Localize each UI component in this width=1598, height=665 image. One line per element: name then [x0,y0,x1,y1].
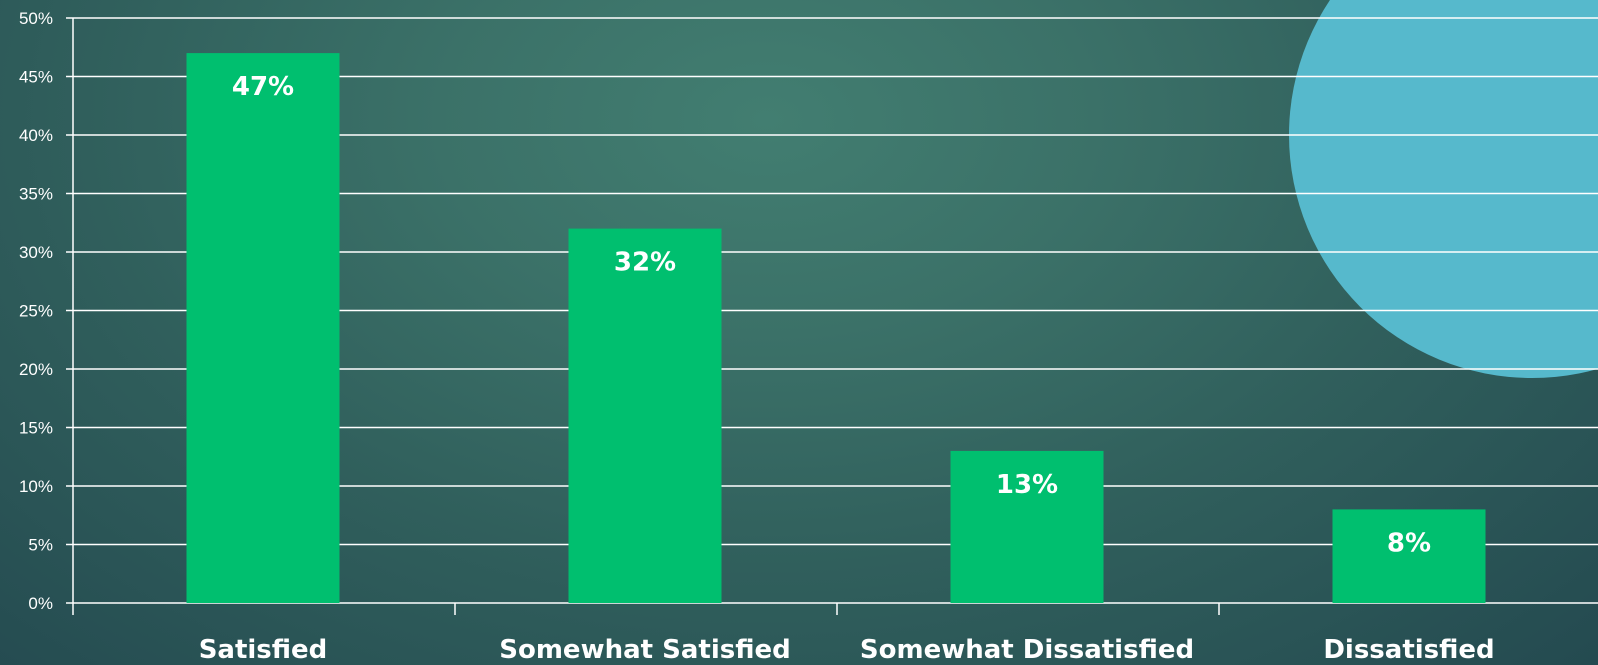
y-tick-label: 50% [19,9,53,28]
category-label: Satisfied [199,635,328,665]
y-tick-label: 35% [19,185,53,204]
axes: 0% 5% 10% 15% 20% 25% 30% 35% 40% 45% 50% Satisfied… [19,9,1495,665]
data-label: 32% [614,248,676,278]
category-label: Somewhat Satisfied [499,635,790,665]
y-tick-label: 10% [19,477,53,496]
y-tick-label: 20% [19,360,53,379]
y-tick-label: 5% [28,536,53,555]
data-label: 8% [1387,528,1431,558]
data-label: 47% [232,72,294,102]
bar [1332,509,1486,603]
bar [568,228,722,603]
category-label: Dissatisfied [1323,635,1494,665]
bar [186,53,340,604]
category-label: Somewhat Dissatisfied [860,635,1194,665]
data-label: 13% [996,470,1058,500]
decorative-circle [1289,0,1598,378]
y-tick-label: 15% [19,419,53,438]
bars: 47% 32% 13% 8% [186,53,1486,604]
y-tick-label: 40% [19,126,53,145]
y-tick-label: 25% [19,302,53,321]
y-tick-label: 0% [28,594,53,613]
y-tick-label: 45% [19,68,53,87]
bar [950,450,1104,603]
y-tick-label: 30% [19,243,53,262]
